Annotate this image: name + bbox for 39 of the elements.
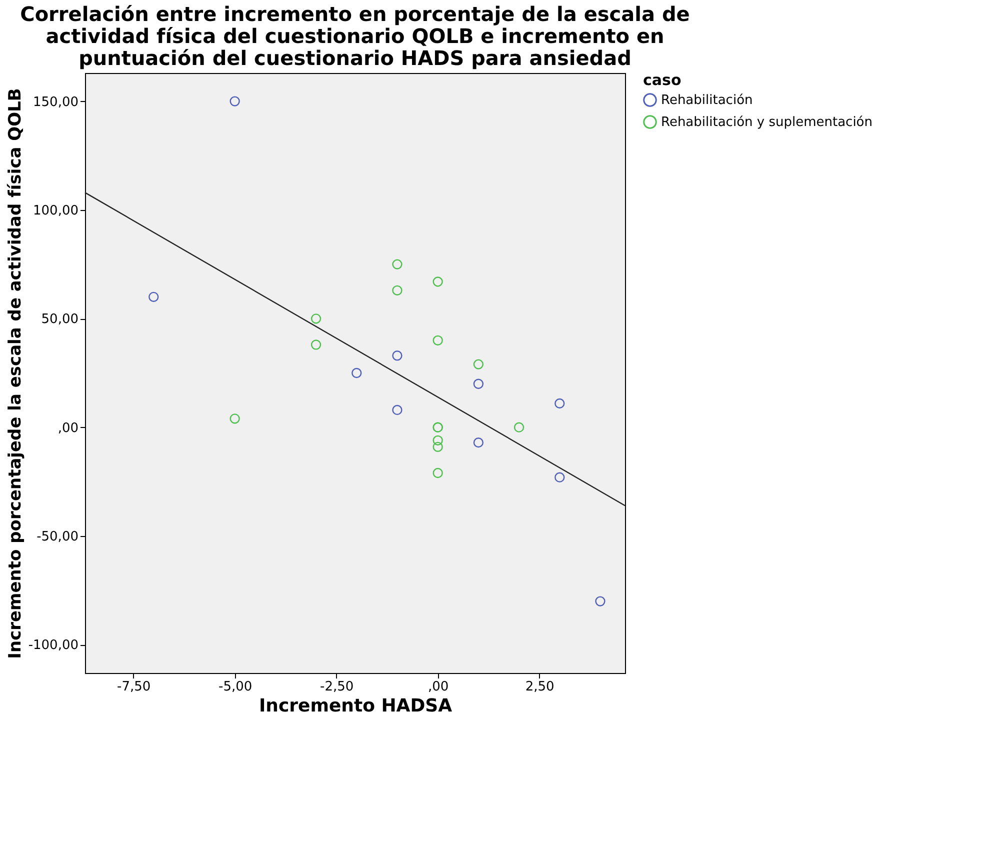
- point: [392, 285, 402, 296]
- point: [473, 438, 484, 448]
- point: [230, 96, 240, 106]
- chart-title: Correlación entre incremento en porcentaje de la escala de actividad física del cuestionario QOLB e incremento en puntuación del cuestionario HADS para ansiedad: [20, 2, 690, 70]
- point: [432, 468, 443, 478]
- legend-title: caso: [643, 71, 682, 89]
- point: [392, 350, 402, 361]
- x-tick-label: -2,50: [320, 680, 354, 694]
- x-tick-label: -7,50: [116, 680, 151, 694]
- point: [554, 398, 565, 408]
- point: [473, 359, 484, 370]
- point: [310, 340, 322, 350]
- y-tick-label: ,00: [58, 420, 78, 436]
- point: [310, 314, 322, 324]
- point: [352, 368, 362, 378]
- point: [595, 596, 606, 606]
- point: [392, 259, 402, 270]
- point: [514, 422, 524, 432]
- point: [554, 472, 565, 482]
- x-tick-label: 2,50: [525, 680, 554, 694]
- point: [473, 378, 484, 389]
- x-tick-label: ,00: [428, 680, 449, 694]
- y-tick-label: -100,00: [28, 638, 78, 654]
- point: [432, 442, 443, 452]
- point: [432, 276, 443, 287]
- y-tick-label: 150,00: [33, 94, 78, 110]
- x-axis-title: Incremento HADSA: [258, 696, 452, 716]
- point: [432, 335, 443, 346]
- y-axis-title: Incremento porcentajede la escala de actividad física QOLB: [5, 88, 26, 659]
- point: [148, 292, 159, 302]
- point: [392, 404, 402, 416]
- legend-label: Rehabilitación: [661, 93, 753, 108]
- x-tick-label: -5,00: [218, 680, 252, 694]
- legend-label: Rehabilitación y suplementación: [661, 115, 873, 130]
- y-tick-label: 100,00: [33, 203, 78, 218]
- point: [432, 435, 443, 446]
- y-tick-label: -50,00: [36, 530, 78, 545]
- point: [230, 414, 240, 424]
- y-tick-label: 50,00: [41, 312, 78, 328]
